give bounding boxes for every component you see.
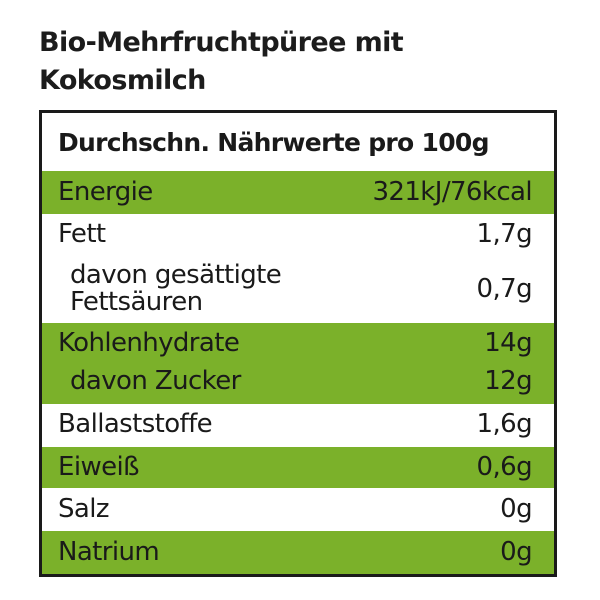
row-label: Natrium bbox=[58, 537, 160, 567]
table-row-gesaettigte-fettsaeuren: davon gesättigte Fettsäuren 0,7g bbox=[42, 254, 554, 323]
table-row-salz: Salz 0g bbox=[42, 488, 554, 531]
row-label: davon Zucker bbox=[70, 366, 241, 396]
row-value: 0,7g bbox=[476, 273, 533, 304]
row-label: davon gesättigte Fettsäuren bbox=[70, 259, 282, 317]
row-value: 1,7g bbox=[476, 219, 533, 249]
row-label: Ballaststoffe bbox=[58, 409, 213, 439]
row-value: 321kJ/76kcal bbox=[372, 177, 532, 207]
table-row-fett: Fett 1,7g bbox=[42, 214, 554, 254]
product-title: Bio-Mehrfruchtpüree mit Kokosmilch bbox=[39, 24, 559, 100]
row-label: Energie bbox=[58, 177, 153, 207]
table-row-eiweiss: Eiweiß 0,6g bbox=[42, 447, 554, 488]
table-row-ballaststoffe: Ballaststoffe 1,6g bbox=[42, 404, 554, 447]
row-value: 1,6g bbox=[476, 409, 533, 439]
row-label-line-2: Fettsäuren bbox=[70, 286, 203, 317]
row-label: Fett bbox=[58, 219, 106, 249]
row-label: Salz bbox=[58, 494, 110, 524]
row-value: 14g bbox=[484, 328, 532, 358]
table-row-natrium: Natrium 0g bbox=[42, 531, 554, 574]
row-value: 0,6g bbox=[476, 452, 533, 482]
row-label: Eiweiß bbox=[58, 452, 140, 482]
nutrition-table-header: Durchschn. Nährwerte pro 100g bbox=[42, 113, 554, 171]
row-value: 0g bbox=[500, 537, 532, 567]
table-row-energie: Energie 321kJ/76kcal bbox=[42, 171, 554, 214]
table-row-kohlenhydrate: Kohlenhydrate 14g bbox=[42, 323, 554, 363]
nutrition-table: Durchschn. Nährwerte pro 100g Energie 32… bbox=[39, 110, 557, 577]
row-label: Kohlenhydrate bbox=[58, 328, 240, 358]
product-title-line-1: Bio-Mehrfruchtpüree mit bbox=[39, 27, 404, 58]
product-title-line-2: Kokosmilch bbox=[39, 65, 206, 96]
row-value: 12g bbox=[484, 366, 532, 396]
header-label: Durchschn. Nährwerte pro 100g bbox=[58, 127, 489, 157]
row-label-line-1: davon gesättigte bbox=[70, 259, 282, 290]
table-row-zucker: davon Zucker 12g bbox=[42, 363, 554, 404]
row-value: 0g bbox=[500, 494, 532, 524]
